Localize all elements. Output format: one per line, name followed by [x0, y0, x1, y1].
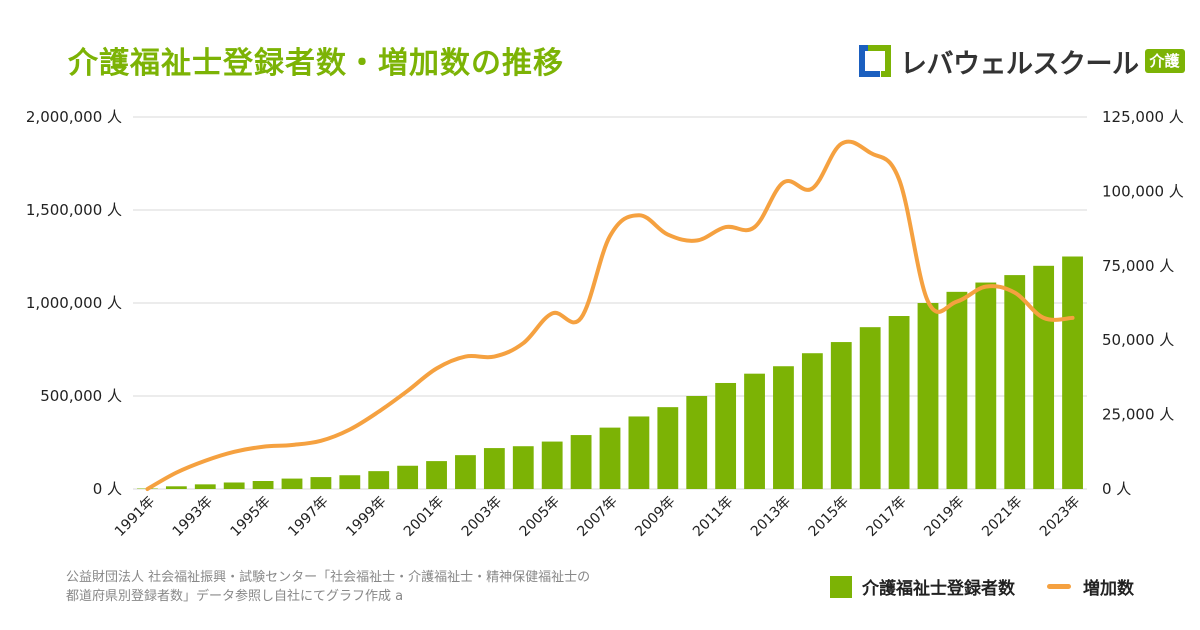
- brand-name: レバウェルスクール: [900, 48, 1139, 80]
- x-axis-tick-label: 2001年: [401, 494, 447, 540]
- bar: [657, 407, 679, 489]
- bar: [397, 465, 419, 489]
- x-axis-tick-label: 2023年: [1037, 494, 1083, 540]
- source-line-1: 公益財団法人 社会福祉振興・試験センター「社会福祉士・介護福祉士・精神保健福祉士…: [66, 570, 591, 585]
- right-axis-tick-label: 0 人: [1102, 480, 1131, 498]
- brand-badge: 介護: [1144, 49, 1185, 73]
- left-axis-tick-label: 2,000,000 人: [26, 108, 122, 126]
- bar: [223, 482, 245, 489]
- right-axis-tick-label: 75,000 人: [1102, 257, 1174, 275]
- bar: [715, 382, 737, 489]
- bar: [281, 478, 303, 489]
- bar: [165, 486, 187, 489]
- x-axis-tick-label: 2013年: [748, 494, 794, 540]
- right-axis-tick-label: 25,000 人: [1102, 406, 1174, 424]
- x-axis-tick-label: 1995年: [228, 494, 274, 540]
- x-axis-tick-label: 2015年: [806, 494, 852, 540]
- bar: [570, 435, 592, 489]
- x-axis-tick-label: 2007年: [574, 494, 620, 540]
- bar: [252, 481, 274, 489]
- bar: [483, 448, 505, 489]
- brand-logo: レバウェルスクール 介護: [858, 41, 1185, 81]
- x-axis-tick-label: 1991年: [112, 494, 158, 540]
- x-axis-tick-label: 2021年: [979, 494, 1025, 540]
- x-axis-tick-label: 2009年: [632, 494, 678, 540]
- x-axis-tick-label: 1993年: [170, 494, 216, 540]
- brand-mark-icon: [859, 45, 891, 77]
- bar: [628, 416, 650, 489]
- right-axis-tick-label: 50,000 人: [1102, 331, 1174, 349]
- bar: [946, 291, 968, 489]
- left-axis-tick-label: 1,000,000 人: [26, 294, 122, 312]
- bar: [1033, 265, 1055, 489]
- x-axis-tick-label: 1997年: [285, 494, 331, 540]
- bar: [888, 316, 910, 489]
- legend-line-label: 増加数: [1083, 579, 1134, 599]
- bar: [339, 475, 361, 489]
- right-axis-tick-label: 125,000 人: [1102, 108, 1184, 126]
- x-axis-tick-label: 2003年: [459, 494, 505, 540]
- x-axis-tick-label: 2019年: [921, 494, 967, 540]
- bar: [455, 455, 476, 489]
- bar: [310, 477, 332, 489]
- legend-bar-label: 介護福祉士登録者数: [862, 579, 1015, 599]
- bar: [917, 303, 939, 489]
- left-axis-tick-label: 0 人: [93, 480, 122, 498]
- bar: [426, 461, 447, 489]
- source-line-2: 都道府県別登録者数」データ参照し自社にてグラフ作成 a: [66, 589, 404, 604]
- bar: [368, 471, 390, 489]
- page-title: 介護福祉士登録者数・増加数の推移: [68, 46, 564, 81]
- bar: [599, 427, 621, 489]
- bar: [512, 446, 534, 489]
- source-note: 公益財団法人 社会福祉振興・試験センター「社会福祉士・介護福祉士・精神保健福祉士…: [66, 568, 706, 606]
- legend: 介護福祉士登録者数 増加数: [830, 574, 1134, 599]
- bar: [830, 342, 852, 489]
- bar: [686, 396, 708, 489]
- bar: [859, 327, 881, 489]
- left-axis-tick-label: 500,000 人: [40, 387, 122, 405]
- bar: [773, 366, 794, 489]
- bar: [1062, 256, 1083, 489]
- left-axis-tick-label: 1,500,000 人: [26, 201, 122, 219]
- x-axis-tick-label: 2005年: [517, 494, 563, 540]
- legend-line-swatch: [1047, 584, 1071, 589]
- x-axis-tick-label: 1999年: [343, 494, 389, 540]
- right-axis-tick-label: 100,000 人: [1102, 182, 1184, 200]
- x-axis-tick-label: 2017年: [864, 494, 910, 540]
- bar: [801, 353, 823, 489]
- bar: [541, 441, 563, 489]
- bar: [744, 373, 765, 489]
- legend-bar-swatch: [830, 575, 852, 598]
- bar: [1004, 275, 1026, 489]
- bar: [975, 282, 997, 489]
- x-axis-tick-label: 2011年: [690, 494, 736, 540]
- bar: [194, 484, 216, 489]
